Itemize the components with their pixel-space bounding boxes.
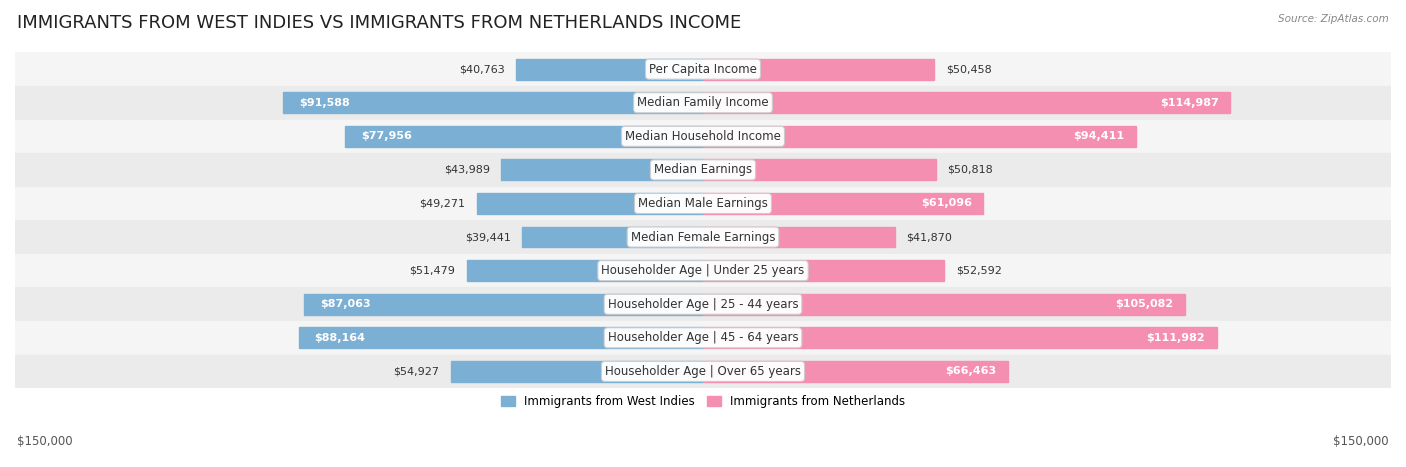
Bar	[703, 193, 983, 214]
Bar	[346, 126, 703, 147]
Bar	[703, 294, 1185, 315]
Bar	[467, 260, 703, 281]
Text: $111,982: $111,982	[1146, 333, 1205, 343]
Text: $39,441: $39,441	[465, 232, 510, 242]
Text: $49,271: $49,271	[419, 198, 465, 208]
Bar	[15, 354, 1391, 388]
Text: $40,763: $40,763	[458, 64, 505, 74]
Bar	[15, 187, 1391, 220]
Text: $66,463: $66,463	[945, 367, 997, 376]
Text: $51,479: $51,479	[409, 266, 456, 276]
Text: Householder Age | Under 25 years: Householder Age | Under 25 years	[602, 264, 804, 277]
Text: Median Male Earnings: Median Male Earnings	[638, 197, 768, 210]
Bar	[501, 160, 703, 180]
Text: Median Household Income: Median Household Income	[626, 130, 780, 143]
Text: $54,927: $54,927	[394, 367, 440, 376]
Text: $150,000: $150,000	[17, 435, 73, 448]
Bar	[298, 327, 703, 348]
Text: Median Female Earnings: Median Female Earnings	[631, 231, 775, 244]
Bar	[703, 361, 1008, 382]
Bar	[15, 254, 1391, 287]
Text: $52,592: $52,592	[956, 266, 1001, 276]
Bar	[15, 321, 1391, 354]
Text: Per Capita Income: Per Capita Income	[650, 63, 756, 76]
Text: $77,956: $77,956	[361, 131, 412, 142]
Text: Householder Age | Over 65 years: Householder Age | Over 65 years	[605, 365, 801, 378]
Bar	[703, 260, 945, 281]
Bar	[15, 86, 1391, 120]
Bar	[283, 92, 703, 113]
Bar	[703, 59, 935, 79]
Bar	[15, 52, 1391, 86]
Bar	[703, 92, 1230, 113]
Bar	[15, 120, 1391, 153]
Text: $41,870: $41,870	[907, 232, 952, 242]
Text: IMMIGRANTS FROM WEST INDIES VS IMMIGRANTS FROM NETHERLANDS INCOME: IMMIGRANTS FROM WEST INDIES VS IMMIGRANT…	[17, 14, 741, 32]
Text: $114,987: $114,987	[1160, 98, 1219, 108]
Bar	[703, 160, 936, 180]
Bar	[304, 294, 703, 315]
Text: $150,000: $150,000	[1333, 435, 1389, 448]
Text: $61,096: $61,096	[921, 198, 972, 208]
Text: $94,411: $94,411	[1073, 131, 1125, 142]
Text: $87,063: $87,063	[319, 299, 370, 309]
Bar	[703, 226, 896, 248]
Text: $105,082: $105,082	[1115, 299, 1174, 309]
Text: $88,164: $88,164	[315, 333, 366, 343]
Bar	[15, 153, 1391, 187]
Text: $43,989: $43,989	[444, 165, 489, 175]
Bar	[451, 361, 703, 382]
Bar	[15, 287, 1391, 321]
Text: Source: ZipAtlas.com: Source: ZipAtlas.com	[1278, 14, 1389, 24]
Bar	[15, 220, 1391, 254]
Text: $50,458: $50,458	[946, 64, 991, 74]
Bar	[522, 226, 703, 248]
Bar	[477, 193, 703, 214]
Bar	[516, 59, 703, 79]
Text: $50,818: $50,818	[948, 165, 993, 175]
Bar	[703, 126, 1136, 147]
Legend: Immigrants from West Indies, Immigrants from Netherlands: Immigrants from West Indies, Immigrants …	[496, 390, 910, 412]
Bar	[703, 327, 1216, 348]
Text: Median Family Income: Median Family Income	[637, 96, 769, 109]
Text: Householder Age | 25 - 44 years: Householder Age | 25 - 44 years	[607, 298, 799, 311]
Text: Median Earnings: Median Earnings	[654, 163, 752, 177]
Text: $91,588: $91,588	[299, 98, 350, 108]
Text: Householder Age | 45 - 64 years: Householder Age | 45 - 64 years	[607, 331, 799, 344]
